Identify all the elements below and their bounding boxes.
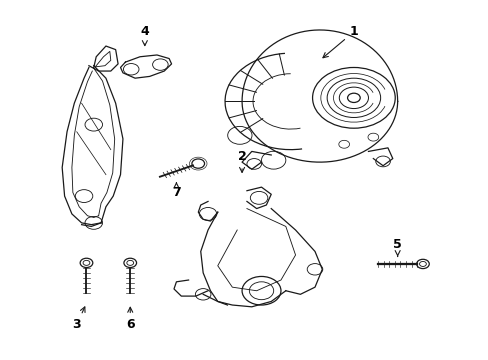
Text: 2: 2 (237, 150, 246, 172)
Text: 7: 7 (172, 183, 181, 199)
Text: 1: 1 (322, 25, 358, 58)
Text: 3: 3 (72, 307, 85, 331)
Text: 6: 6 (126, 307, 134, 331)
Text: 4: 4 (140, 25, 149, 46)
Text: 5: 5 (392, 238, 401, 256)
